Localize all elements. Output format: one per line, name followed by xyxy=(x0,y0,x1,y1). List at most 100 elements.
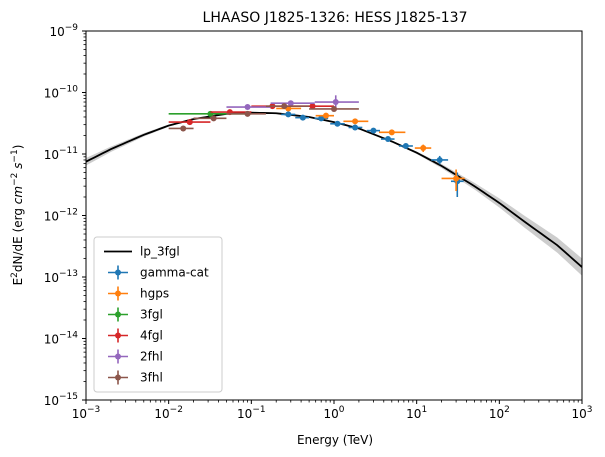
y-axis: 10−15 10−14 10−13 10−12 10−11 10−10 10−9 xyxy=(44,23,86,408)
data-point-2fhl-0 xyxy=(226,104,271,111)
series-hgps xyxy=(276,105,465,192)
point-marker xyxy=(370,127,377,134)
legend-marker xyxy=(115,269,121,276)
data-point-gamma-cat-7 xyxy=(398,142,413,149)
point-marker xyxy=(244,104,251,111)
legend-label: 3fhl xyxy=(140,371,163,385)
legend-marker xyxy=(115,374,121,381)
legend-entry-hgps: hgps xyxy=(108,286,169,301)
x-tick-label: 10−2 xyxy=(154,405,183,421)
legend-label: hgps xyxy=(140,287,169,301)
x-axis: 10−3 10−2 10−1 100 101 102 103 xyxy=(72,400,593,421)
data-point-gamma-cat-4 xyxy=(348,124,363,131)
point-marker xyxy=(436,156,443,163)
y-tick-label: 10−11 xyxy=(44,146,78,162)
point-marker xyxy=(402,142,409,149)
y-axis-label: E2dN/dE (erg cm−2 s−1) xyxy=(10,145,25,286)
data-point-3fhl-3 xyxy=(265,103,310,110)
data-point-hgps-0 xyxy=(276,105,302,112)
y-label-sup2: −2 xyxy=(10,173,20,186)
data-point-gamma-cat-6 xyxy=(380,136,395,143)
x-tick-label: 101 xyxy=(406,405,427,421)
model-error-band xyxy=(86,112,582,276)
legend-label: gamma-cat xyxy=(140,266,209,280)
y-label-close: ) xyxy=(11,145,25,150)
y-tick-label: 10−9 xyxy=(49,23,78,39)
data-point-hgps-4 xyxy=(414,144,432,152)
point-marker xyxy=(285,111,292,118)
point-marker xyxy=(420,145,427,152)
x-tick-label: 100 xyxy=(323,405,344,421)
y-tick-label: 10−10 xyxy=(44,85,79,101)
legend-label: 3fgl xyxy=(140,308,163,322)
data-point-hgps-3 xyxy=(378,129,406,136)
x-axis-label: Energy (TeV) xyxy=(297,433,373,447)
point-marker xyxy=(318,115,325,122)
legend-box xyxy=(93,236,223,393)
legend-label: 2fhl xyxy=(140,350,163,364)
point-marker xyxy=(388,129,395,136)
y-tick-label: 10−12 xyxy=(44,208,78,224)
data-point-hgps-5 xyxy=(441,169,465,192)
y-tick-label: 10−15 xyxy=(44,392,78,408)
point-marker xyxy=(384,136,391,143)
data-point-3fhl-0 xyxy=(168,125,194,132)
legend-entry-2fhl: 2fhl xyxy=(108,349,163,364)
legend-entry-gamma-cat: gamma-cat xyxy=(108,265,209,280)
data-point-3fhl-2 xyxy=(226,110,266,117)
point-marker xyxy=(180,125,187,132)
y-tick-label: 10−14 xyxy=(44,331,79,347)
chart-title: LHAASO J1825-1326: HESS J1825-137 xyxy=(203,10,468,26)
legend-label: lp_3fgl xyxy=(140,245,180,259)
data-point-gamma-cat-5 xyxy=(366,127,380,134)
point-marker xyxy=(186,119,193,126)
legend-entry-4fgl: 4fgl xyxy=(108,328,163,343)
point-marker xyxy=(332,99,339,106)
series-2fhl xyxy=(226,95,359,112)
legend-marker xyxy=(115,353,121,360)
x-tick-label: 102 xyxy=(489,405,510,421)
legend-label: 4fgl xyxy=(140,329,163,343)
point-marker xyxy=(309,103,316,110)
point-marker xyxy=(322,112,329,119)
point-marker xyxy=(331,105,337,112)
series-3fhl xyxy=(168,103,359,132)
y-label-cm: cm xyxy=(11,186,25,204)
legend-marker xyxy=(115,311,121,318)
model-line-lp-3fgl xyxy=(86,111,582,268)
x-tick-label: 10−1 xyxy=(237,405,266,421)
data-point-4fgl-0 xyxy=(168,119,211,126)
y-label-sup1: 2 xyxy=(10,272,20,278)
legend-marker xyxy=(115,290,121,297)
series-layer xyxy=(168,95,465,197)
data-point-3fhl-4 xyxy=(309,105,359,112)
y-tick-label: 10−13 xyxy=(44,269,78,285)
x-tick-label: 10−3 xyxy=(72,405,101,421)
y-label-s: s xyxy=(11,163,25,173)
point-marker xyxy=(352,118,359,125)
point-marker xyxy=(281,103,288,110)
y-label-mid: dN/dE (erg xyxy=(11,204,25,272)
point-marker xyxy=(210,115,217,122)
x-tick-label: 103 xyxy=(571,405,592,421)
data-point-3fhl-1 xyxy=(193,115,227,122)
legend-entry-3fgl: 3fgl xyxy=(108,307,163,322)
legend: lp_3fgl gamma-cat hgps 3fgl 4fgl 2fhl 3fhl xyxy=(93,236,223,393)
point-marker xyxy=(352,124,359,131)
data-point-gamma-cat-1 xyxy=(295,114,310,121)
y-label-sup3: −1 xyxy=(10,149,20,162)
legend-entry-model: lp_3fgl xyxy=(104,245,180,259)
plot-area xyxy=(86,95,582,276)
data-point-gamma-cat-8 xyxy=(431,155,449,165)
point-marker xyxy=(299,114,306,121)
model-line-layer xyxy=(86,111,582,268)
point-marker xyxy=(334,120,341,127)
data-point-hgps-1 xyxy=(315,112,334,119)
data-point-2fhl-1 xyxy=(270,100,315,107)
data-point-gamma-cat-0 xyxy=(281,111,296,118)
legend-marker xyxy=(115,332,121,339)
data-point-gamma-cat-3 xyxy=(330,120,345,127)
data-point-hgps-2 xyxy=(343,118,369,125)
